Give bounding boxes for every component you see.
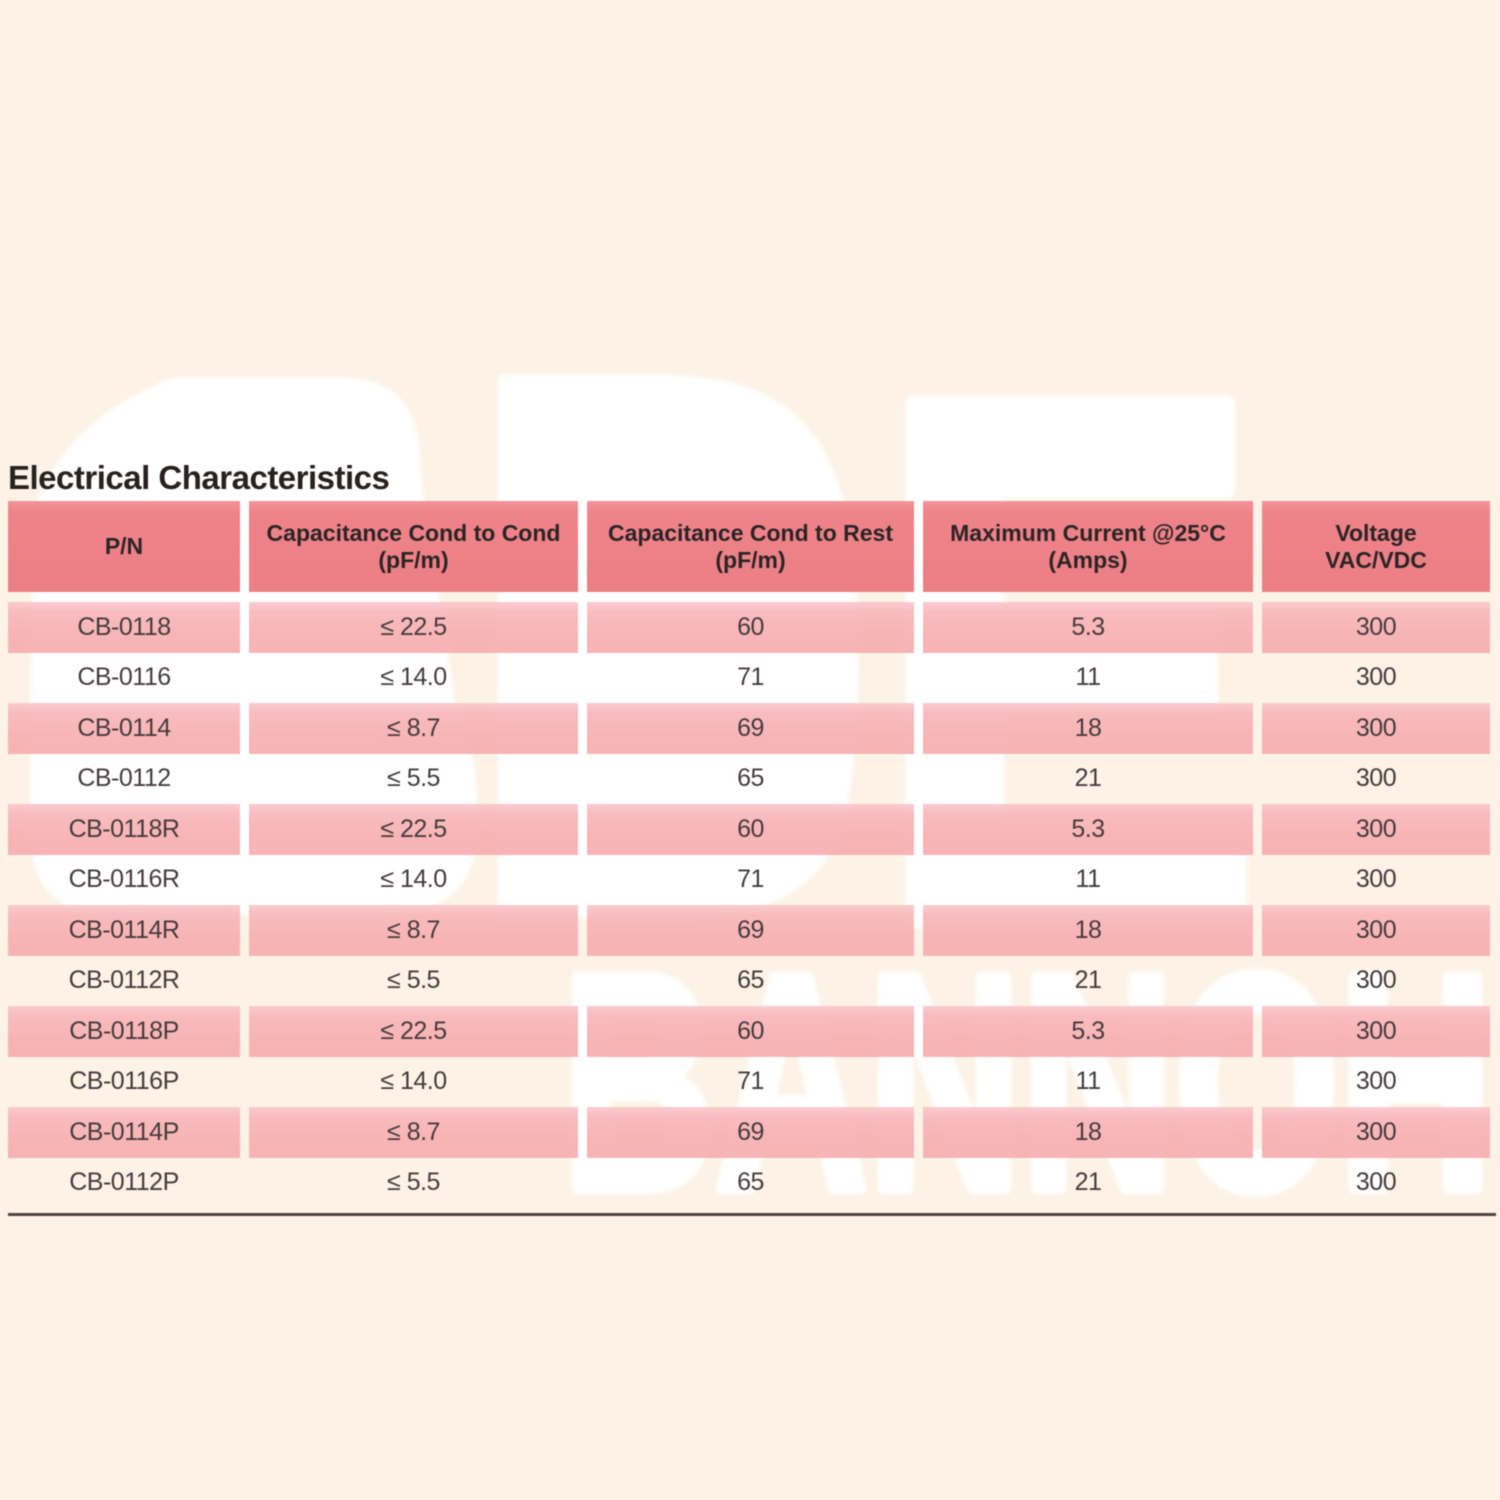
table-cell: 21 xyxy=(1074,764,1102,793)
table-cell: ≤ 14.0 xyxy=(380,865,447,894)
table-cell: ≤ 14.0 xyxy=(380,663,447,692)
table-cell: ≤ 22.5 xyxy=(249,1006,578,1057)
table-cell: 71 xyxy=(737,1067,764,1096)
table-cell: ≤ 8.7 xyxy=(249,905,578,956)
electrical-characteristics-table: P/N Capacitance Cond to Cond (pF/m) Capa… xyxy=(8,501,1490,1208)
table-cell: ≤ 22.5 xyxy=(249,804,578,855)
table-cell: 5.3 xyxy=(923,602,1253,653)
table-cell: 300 xyxy=(1355,663,1397,692)
table-cell: 300 xyxy=(1355,1168,1397,1197)
header-cell-voltage-line1: Voltage xyxy=(1335,519,1417,546)
table-row: CB-0116R ≤ 14.0 71 11 300 xyxy=(8,855,1490,906)
table-cell: 69 xyxy=(587,905,914,956)
header-cell-voltage: Voltage VAC/VDC xyxy=(1262,501,1490,592)
watermark-line2: BANNOH xyxy=(562,911,1492,1253)
table-cell: 69 xyxy=(587,703,914,754)
header-cell-cap-cond-to-cond: Capacitance Cond to Cond (pF/m) xyxy=(249,501,578,592)
table-cell: ≤ 8.7 xyxy=(249,703,578,754)
table-cell: CB-0116P xyxy=(69,1067,179,1096)
table-cell: 71 xyxy=(737,865,764,894)
table-cell: ≤ 5.5 xyxy=(387,1168,440,1197)
table-cell: 5.3 xyxy=(923,804,1253,855)
table-row: CB-0116 ≤ 14.0 71 11 300 xyxy=(8,653,1490,704)
table-header-row: P/N Capacitance Cond to Cond (pF/m) Capa… xyxy=(8,501,1490,592)
table-cell: 71 xyxy=(737,663,764,692)
table-cell: CB-0112P xyxy=(69,1168,179,1197)
table-row: CB-0116P ≤ 14.0 71 11 300 xyxy=(8,1057,1490,1108)
table-cell: 60 xyxy=(587,804,914,855)
table-cell: ≤ 8.7 xyxy=(249,1107,578,1158)
header-cell-voltage-line2: VAC/VDC xyxy=(1325,546,1427,573)
table-cell: CB-0114P xyxy=(8,1107,240,1158)
table-cell: 18 xyxy=(923,905,1253,956)
header-cell-cap-cond-to-cond-line2: (pF/m) xyxy=(378,546,449,573)
table-cell: CB-0114 xyxy=(8,703,240,754)
header-cell-cap-cond-to-rest-line1: Capacitance Cond to Rest xyxy=(608,519,893,546)
table-body: CB-0118 ≤ 22.5 60 5.3 300 CB-0116 ≤ 14.0… xyxy=(8,602,1490,1208)
table-cell: ≤ 14.0 xyxy=(380,1067,447,1096)
table-cell: 300 xyxy=(1355,1067,1397,1096)
table-cell: 300 xyxy=(1355,764,1397,793)
table-cell: CB-0118R xyxy=(8,804,240,855)
table-cell: 11 xyxy=(1075,865,1101,894)
table-cell: CB-0118P xyxy=(8,1006,240,1057)
table-cell: 21 xyxy=(1074,1168,1102,1197)
table-cell: CB-0116 xyxy=(77,663,171,692)
table-cell: 65 xyxy=(737,1168,764,1197)
header-cell-max-current: Maximum Current @25°C (Amps) xyxy=(923,501,1253,592)
table-cell: 300 xyxy=(1262,905,1490,956)
table-cell: ≤ 22.5 xyxy=(249,602,578,653)
table-cell: CB-0114R xyxy=(8,905,240,956)
table-row: CB-0112P ≤ 5.5 65 21 300 xyxy=(8,1158,1490,1209)
table-cell: 18 xyxy=(923,703,1253,754)
header-cell-cap-cond-to-rest: Capacitance Cond to Rest (pF/m) xyxy=(587,501,914,592)
table-row: CB-0118 ≤ 22.5 60 5.3 300 xyxy=(8,602,1490,653)
table-cell: 300 xyxy=(1355,966,1397,995)
header-cell-pn: P/N xyxy=(8,501,240,592)
header-cell-cap-cond-to-rest-line2: (pF/m) xyxy=(715,546,786,573)
table-cell: ≤ 5.5 xyxy=(387,764,440,793)
header-cell-max-current-line1: Maximum Current @25°C xyxy=(950,519,1226,546)
page-title: Electrical Characteristics xyxy=(8,459,390,497)
table-row: CB-0114 ≤ 8.7 69 18 300 xyxy=(8,703,1490,754)
table-cell: 300 xyxy=(1262,804,1490,855)
table-row: CB-0112 ≤ 5.5 65 21 300 xyxy=(8,754,1490,805)
bottom-rule xyxy=(8,1213,1496,1216)
table-cell: 21 xyxy=(1074,966,1102,995)
header-cell-cap-cond-to-cond-line1: Capacitance Cond to Cond xyxy=(266,519,561,546)
table-cell: CB-0116R xyxy=(68,865,180,894)
table-cell: CB-0112R xyxy=(68,966,180,995)
table-cell: CB-0118 xyxy=(8,602,240,653)
header-cell-max-current-line2: (Amps) xyxy=(1048,546,1128,573)
table-cell: 5.3 xyxy=(923,1006,1253,1057)
table-cell: 300 xyxy=(1262,1107,1490,1158)
table-cell: CB-0112 xyxy=(77,764,171,793)
table-cell: 60 xyxy=(587,1006,914,1057)
header-cell-pn-line1: P/N xyxy=(104,533,144,559)
table-row: CB-0118P ≤ 22.5 60 5.3 300 xyxy=(8,1006,1490,1057)
table-row: CB-0118R ≤ 22.5 60 5.3 300 xyxy=(8,804,1490,855)
table-cell: 18 xyxy=(923,1107,1253,1158)
table-cell: 65 xyxy=(737,966,764,995)
table-cell: 300 xyxy=(1262,703,1490,754)
table-cell: 11 xyxy=(1075,1067,1101,1096)
table-cell: 69 xyxy=(587,1107,914,1158)
table-row: CB-0114R ≤ 8.7 69 18 300 xyxy=(8,905,1490,956)
table-cell: 300 xyxy=(1262,1006,1490,1057)
table-cell: 11 xyxy=(1075,663,1101,692)
table-cell: ≤ 5.5 xyxy=(387,966,440,995)
table-cell: 300 xyxy=(1262,602,1490,653)
table-row: CB-0112R ≤ 5.5 65 21 300 xyxy=(8,956,1490,1007)
table-cell: 60 xyxy=(587,602,914,653)
table-cell: 65 xyxy=(737,764,764,793)
table-row: CB-0114P ≤ 8.7 69 18 300 xyxy=(8,1107,1490,1158)
table-cell: 300 xyxy=(1355,865,1397,894)
